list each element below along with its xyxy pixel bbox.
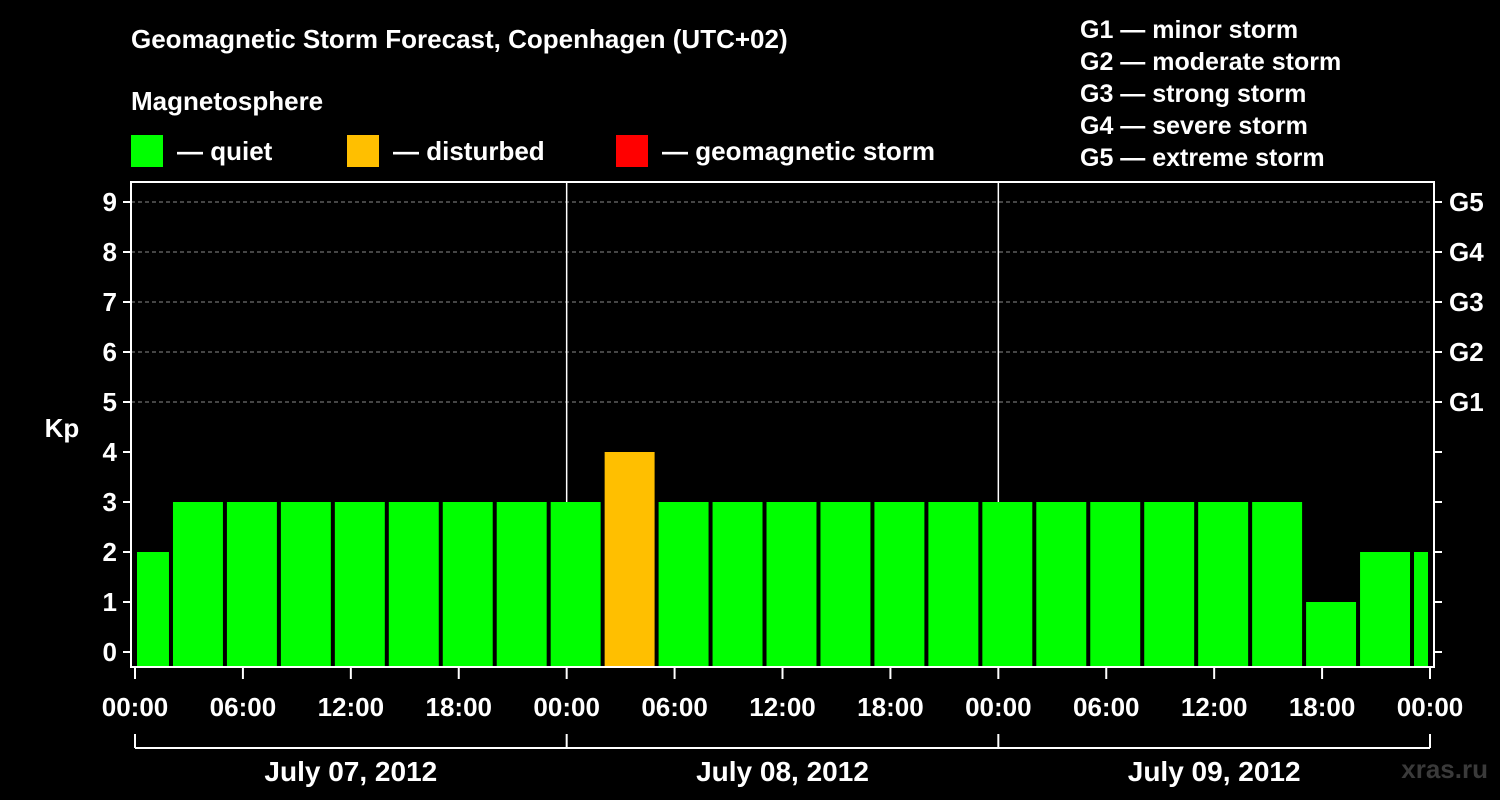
legend-label-disturbed: — disturbed [393, 135, 545, 166]
g-scale-label: G4 [1449, 237, 1484, 267]
g-scale-label: G2 [1449, 337, 1484, 367]
kp-bar [280, 502, 331, 667]
x-tick-label: 00:00 [102, 692, 169, 722]
y-tick-label: 7 [103, 287, 117, 317]
legend-swatch-storm [616, 135, 648, 167]
x-tick-label: 18:00 [1289, 692, 1356, 722]
y-tick-label: 0 [103, 637, 117, 667]
kp-bar [658, 502, 709, 667]
g-scale-legend: G1 — minor storm G2 — moderate storm G3 … [1080, 14, 1341, 174]
kp-bar [1144, 502, 1195, 667]
kp-bar [874, 502, 925, 667]
legend-item-disturbed: — disturbed [347, 134, 545, 168]
kp-bar [172, 502, 223, 667]
y-tick-label: 6 [103, 337, 117, 367]
g-level-2: G2 — moderate storm [1080, 48, 1342, 76]
g-level-1: G1 — minor storm [1080, 16, 1299, 44]
x-tick-label: 06:00 [641, 692, 708, 722]
y-tick-label: 3 [103, 487, 117, 517]
legend-swatch-quiet [131, 135, 163, 167]
kp-bar [1360, 552, 1411, 667]
x-tick-label: 06:00 [1073, 692, 1140, 722]
y-tick-label: 1 [103, 587, 117, 617]
x-tick-label: 00:00 [533, 692, 600, 722]
g-scale-label: G1 [1449, 387, 1484, 417]
kp-bar [1198, 502, 1249, 667]
x-tick-label: 18:00 [426, 692, 493, 722]
kp-bar [334, 502, 385, 667]
kp-bar [1090, 502, 1141, 667]
kp-bar [1306, 602, 1357, 667]
x-tick-label: 12:00 [1181, 692, 1248, 722]
kp-bar [928, 502, 979, 667]
y-tick-label: 2 [103, 537, 117, 567]
kp-bar [712, 502, 763, 667]
y-tick-label: 8 [103, 237, 117, 267]
x-tick-label: 00:00 [1397, 692, 1464, 722]
legend-item-storm: — geomagnetic storm [616, 134, 935, 168]
legend-swatch-disturbed [347, 135, 379, 167]
kp-bar [442, 502, 493, 667]
y-tick-label: 5 [103, 387, 117, 417]
kp-bar [1414, 552, 1428, 667]
legend-heading: Magnetosphere [131, 86, 324, 116]
x-tick-label: 06:00 [210, 692, 277, 722]
kp-bar [550, 502, 601, 667]
kp-bar [820, 502, 871, 667]
kp-bar [496, 502, 547, 667]
y-tick-label: 4 [103, 437, 118, 467]
kp-bar [226, 502, 277, 667]
x-tick-label: 12:00 [749, 692, 816, 722]
x-tick-label: 18:00 [857, 692, 924, 722]
legend-item-quiet: — quiet [131, 134, 272, 168]
y-axis-label: Kp [45, 413, 80, 443]
kp-bar [388, 502, 439, 667]
day-label: July 08, 2012 [696, 756, 869, 787]
x-tick-label: 00:00 [965, 692, 1032, 722]
chart-title: Geomagnetic Storm Forecast, Copenhagen (… [131, 24, 788, 54]
g-level-4: G4 — severe storm [1080, 112, 1308, 140]
x-tick-label: 12:00 [318, 692, 385, 722]
kp-bar [766, 502, 817, 667]
kp-bar [1036, 502, 1087, 667]
y-tick-label: 9 [103, 187, 117, 217]
g-level-3: G3 — strong storm [1080, 80, 1307, 108]
legend-label-storm: — geomagnetic storm [662, 135, 936, 166]
kp-bar [982, 502, 1033, 667]
g-scale-label: G3 [1449, 287, 1484, 317]
g-level-5: G5 — extreme storm [1080, 144, 1325, 172]
kp-bar [137, 552, 169, 667]
day-label: July 09, 2012 [1128, 756, 1301, 787]
kp-bar [604, 452, 655, 667]
kp-bar [1252, 502, 1303, 667]
g-scale-label: G5 [1449, 187, 1484, 217]
legend-label-quiet: — quiet [177, 135, 273, 166]
watermark: xras.ru [1401, 754, 1488, 784]
day-label: July 07, 2012 [264, 756, 437, 787]
